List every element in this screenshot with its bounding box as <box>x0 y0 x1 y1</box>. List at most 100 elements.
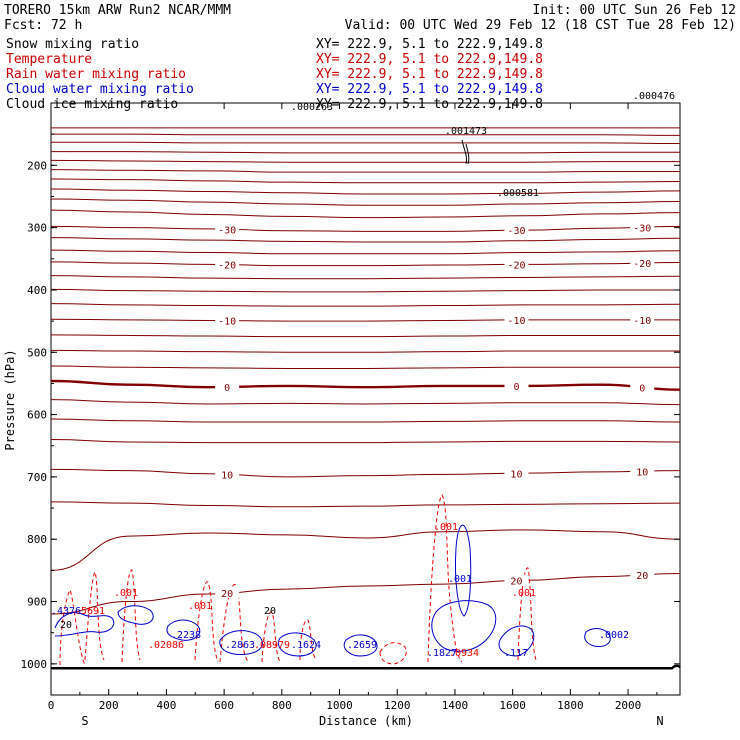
rain-contour <box>379 642 407 665</box>
isotherm-label-bg <box>630 465 655 477</box>
isotherm <box>50 188 681 195</box>
isotherm-label-bg <box>215 380 240 392</box>
isotherm-label: 20 <box>221 589 233 600</box>
cloud-water-contour <box>166 619 201 641</box>
isotherm-label-bg <box>215 258 240 270</box>
y-tick-label: 600 <box>27 409 47 422</box>
legend-xy: XY= 222.9, 5.1 to 222.9,149.8 <box>316 37 543 52</box>
isotherm-label: 20 <box>264 606 276 617</box>
snow-value-label: .000476 <box>633 91 675 102</box>
isotherm-label-bg <box>215 468 240 480</box>
rain-value-label: .001 <box>434 522 458 533</box>
x-axis-label: Distance (km) <box>319 714 413 728</box>
cloud-water-contour <box>431 600 497 652</box>
cloud-water-value-label: .1827 <box>427 648 457 659</box>
temperature-contours <box>50 127 681 615</box>
isotherm-label: -30 <box>633 223 651 234</box>
snow-contour <box>465 143 470 165</box>
isotherm <box>50 501 681 508</box>
isotherm <box>50 225 681 232</box>
isotherm-label: -10 <box>633 316 651 327</box>
cloud-water-value-label: .001 <box>448 574 472 585</box>
isotherm-label-bg <box>630 257 655 269</box>
north-endpoint: N <box>656 714 663 728</box>
isotherm-label: -20 <box>633 259 651 270</box>
isotherm-label-bg <box>504 313 529 325</box>
isotherm <box>50 468 681 478</box>
rain-contour <box>299 619 317 661</box>
isotherm-label-bg <box>630 568 655 580</box>
snow-contour <box>461 139 467 165</box>
legend-label: Rain water mixing ratio <box>6 67 186 82</box>
legend-label: Cloud water mixing ratio <box>6 82 194 97</box>
isotherm <box>50 159 680 163</box>
isotherm <box>50 275 681 280</box>
isotherm <box>51 133 681 136</box>
isotherm-label-bg <box>215 223 240 235</box>
x-tick-label: 1000 <box>326 699 353 712</box>
valid-time: Valid: 00 UTC Wed 29 Feb 12 (18 CST Tue … <box>345 18 736 33</box>
cloud-water-contour <box>343 634 378 657</box>
cloud-water-value-label: .4376 <box>51 606 81 617</box>
isotherm <box>50 529 681 571</box>
cloud-water-value-label: .2238 <box>171 630 201 641</box>
isotherm <box>50 249 681 255</box>
isotherm <box>50 365 680 369</box>
isotherm <box>51 141 681 145</box>
rain-value-label: .001 <box>188 601 212 612</box>
rain-contour <box>84 571 105 661</box>
isotherm <box>50 318 680 322</box>
legend: Snow mixing ratio XY= 222.9, 5.1 to 222.9… <box>6 37 543 112</box>
x-tick-label: 1200 <box>384 699 411 712</box>
isotherm <box>50 439 681 444</box>
y-tick-label: 400 <box>27 284 47 297</box>
snow-value-label: .000263 <box>291 102 333 113</box>
x-tick-label: 200 <box>99 699 119 712</box>
isotherm-label: 20 <box>636 571 648 582</box>
rain-value-label: .001 <box>512 588 536 599</box>
rain-contour <box>427 494 463 663</box>
isotherm-label-bg <box>504 379 529 391</box>
legend-label: Temperature <box>6 52 92 67</box>
rain-value-label: .02086 <box>148 640 184 651</box>
rain-contour <box>219 584 249 663</box>
isotherm-label: -20 <box>218 261 236 272</box>
isotherm <box>50 303 681 307</box>
y-tick-label: 800 <box>27 533 47 546</box>
rain-value-label: .5691 <box>75 606 105 617</box>
isotherm-label-bg <box>215 314 240 326</box>
y-tick-label: 300 <box>27 222 47 235</box>
cloud-water-contour <box>278 632 317 657</box>
ground-line <box>51 664 681 670</box>
isotherm-label-bg <box>504 574 529 586</box>
rain-value-label: .08979 <box>254 640 290 651</box>
isotherm-label: 10 <box>510 469 522 480</box>
isotherm-label-bg <box>504 258 529 270</box>
cloud-water-contours <box>54 524 611 657</box>
y-tick-label: 500 <box>27 346 47 359</box>
isotherm <box>50 572 681 615</box>
cloud-water-contour <box>219 630 263 655</box>
x-tick-label: 800 <box>272 699 292 712</box>
isotherm <box>51 151 680 154</box>
model-title: TORERO 15km ARW Run2 NCAR/MMM <box>4 3 231 18</box>
isotherm-label: -10 <box>507 316 525 327</box>
isotherm-label-bg <box>630 221 655 233</box>
isotherm-label: 20 <box>510 577 522 588</box>
isotherm <box>50 198 681 206</box>
x-tick-label: 0 <box>48 699 55 712</box>
plot-frame <box>50 102 681 696</box>
cloud-water-value-label: .1624 <box>291 640 321 651</box>
cloud-water-value-label: .0002 <box>599 630 629 641</box>
cloud-water-contour <box>498 625 535 657</box>
isotherm <box>50 169 680 173</box>
init-time: Init: 00 UTC Sun 26 Feb 12 <box>533 3 737 18</box>
isotherm-label-bg <box>215 586 240 598</box>
legend-xy: XY= 222.9, 5.1 to 222.9,149.8 <box>316 67 543 82</box>
cloud-water-value-label: .2659 <box>347 640 377 651</box>
legend-xy: XY= 222.9, 5.1 to 222.9,149.8 <box>316 52 543 67</box>
cloud-water-contour <box>54 612 115 637</box>
snow-value-label: .001473 <box>445 126 487 137</box>
isotherm-label: 20 <box>60 620 72 631</box>
x-tick-label: 2000 <box>615 699 642 712</box>
